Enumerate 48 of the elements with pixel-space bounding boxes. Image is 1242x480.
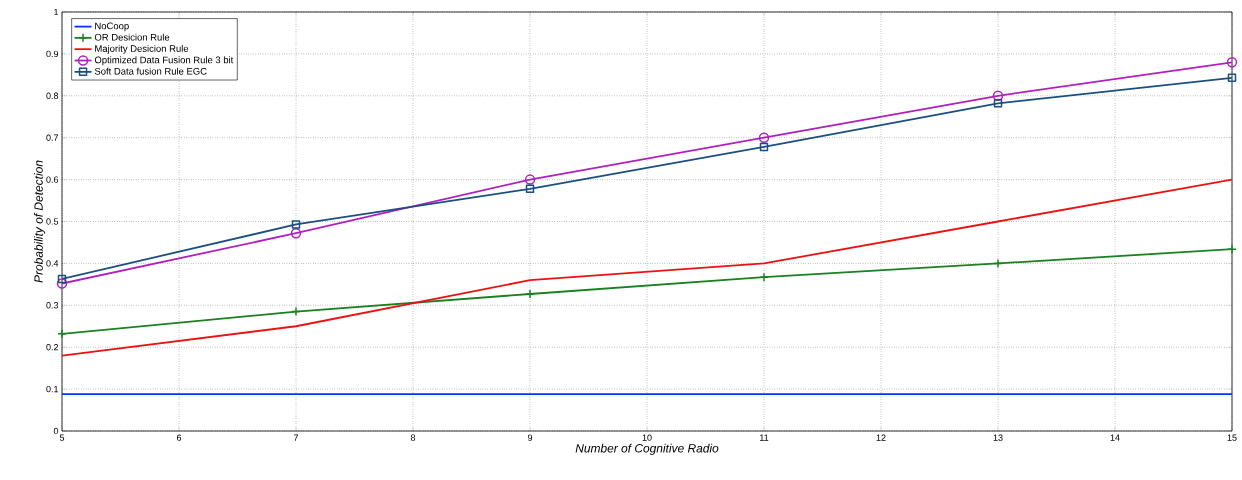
x-tick-label: 5 [59,434,65,441]
point [1227,73,1237,83]
x-tick-label: 6 [176,434,182,441]
x-tick-label: 13 [993,434,1003,441]
point [993,99,1003,108]
point [57,274,67,284]
y-tick-label: 0.5 [46,218,59,225]
x-tick-label: 9 [527,434,533,441]
y-tick-label: 0.6 [46,176,59,183]
x-tick-label: 8 [410,434,416,441]
legend-label: OR Desicion Rule [94,33,170,41]
y-tick-label: 0.7 [46,134,59,141]
point [1226,57,1238,68]
y-tick-label: 0.9 [46,50,59,58]
y-tick-label: 0.1 [46,385,59,393]
x-tick-label: 12 [876,434,886,441]
legend-label: Majority Desicion Rule [95,45,189,54]
x-tick-label: 11 [760,434,769,441]
y-tick-label: 0.3 [46,302,59,309]
point [291,220,301,229]
x-tick-label: 14 [1110,434,1120,441]
point [1227,244,1237,254]
y-tick-label: 0.4 [46,260,59,267]
point [992,90,1004,102]
line-series [62,178,1232,357]
x-axis-title: Number of Cognitive Radio [575,443,719,455]
point [56,278,68,289]
point [291,306,301,317]
legend-label: Soft Data fusion Rule EGC [94,67,207,75]
x-tick-label: 15 [1227,434,1237,441]
point [525,289,535,299]
legend-label: Optimized Data Fusion Rule 3 bit [94,56,234,66]
x-tick-label: 10 [642,434,652,441]
point [290,228,302,239]
x-tick-label: 7 [293,434,299,441]
point [524,174,536,185]
y-tick-label: 0 [53,427,59,435]
point [759,142,769,152]
legend-label: NoCoop [95,22,129,32]
point [758,132,770,143]
y-tick-label: 0.8 [46,92,59,99]
point [57,329,67,339]
point [993,258,1003,269]
y-tick-label: 0.2 [46,344,59,351]
y-tick-label: 1 [54,8,59,16]
point [525,184,535,194]
y-axis-title: Probability of Detection [34,160,46,283]
point [759,272,769,282]
